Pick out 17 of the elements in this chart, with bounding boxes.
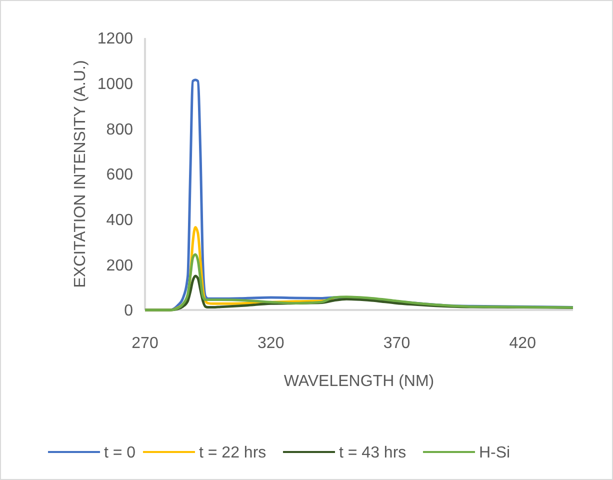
y-tick-label: 0 bbox=[124, 302, 134, 320]
legend-label: t = 0 bbox=[104, 444, 136, 462]
legend-label: t = 22 hrs bbox=[199, 444, 266, 462]
x-tick-label: 320 bbox=[258, 335, 284, 352]
y-tick-label: 400 bbox=[106, 212, 134, 229]
y-axis-title: EXCITATION INTENSITY (A.U.) bbox=[72, 60, 89, 288]
y-tick-label: 600 bbox=[106, 166, 134, 184]
x-tick-label: 370 bbox=[383, 335, 410, 352]
legend-label: t = 43 hrs bbox=[339, 444, 406, 462]
y-tick-label: 200 bbox=[106, 257, 134, 274]
x-tick-label: 420 bbox=[509, 335, 536, 352]
legend-label: H-Si bbox=[479, 444, 510, 462]
y-tick-label: 1000 bbox=[97, 76, 134, 93]
y-tick-label: 1200 bbox=[97, 30, 134, 48]
y-tick-label: 800 bbox=[106, 121, 134, 138]
x-axis-title: WAVELENGTH (NM) bbox=[284, 373, 434, 390]
x-tick-label: 270 bbox=[132, 335, 158, 352]
